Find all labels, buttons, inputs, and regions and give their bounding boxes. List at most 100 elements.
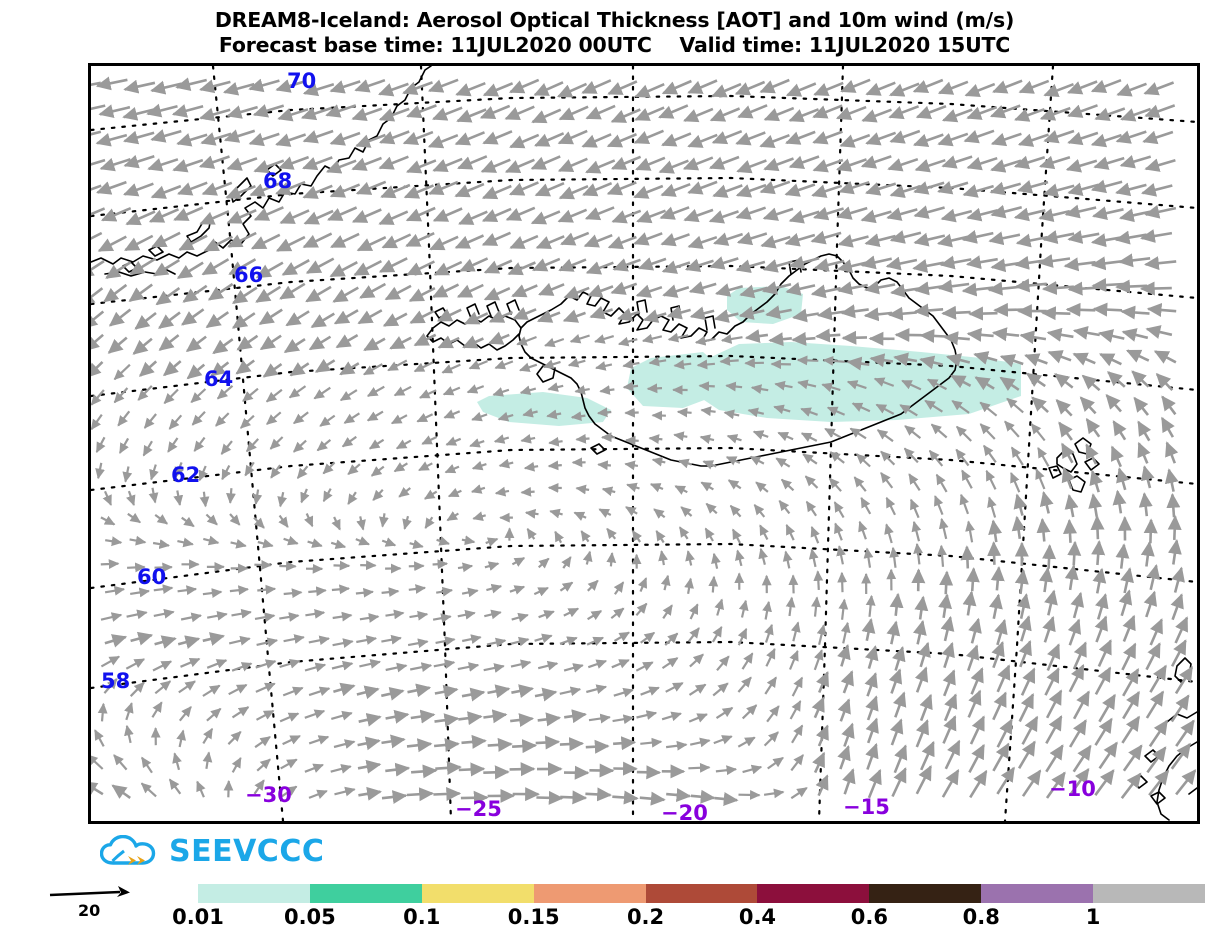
wind-arrow xyxy=(545,339,564,346)
wind-arrow xyxy=(483,715,506,718)
wind-arrow xyxy=(142,758,152,773)
wind-arrow xyxy=(281,760,297,769)
wind-arrow xyxy=(153,661,171,670)
wind-arrow xyxy=(766,625,772,643)
wind-arrow xyxy=(130,591,149,594)
gridline-lat-62 xyxy=(91,448,1197,490)
wind-arrow xyxy=(437,540,449,544)
wind-arrow xyxy=(1070,566,1074,590)
wind-arrow xyxy=(422,437,436,444)
wind-arrow xyxy=(613,211,641,222)
wind-arrow xyxy=(1135,398,1149,415)
wind-arrow xyxy=(737,208,766,218)
wind-arrow xyxy=(881,452,894,465)
wind-arrow xyxy=(101,564,119,565)
wind-arrow xyxy=(835,502,844,517)
wind-arrow xyxy=(446,467,459,473)
coastline-faroe-5 xyxy=(1085,458,1099,470)
wind-arrow xyxy=(522,438,536,441)
wind-arrow xyxy=(490,312,512,322)
wind-arrow xyxy=(733,530,740,544)
wind-arrow xyxy=(255,737,270,747)
wind-arrow xyxy=(411,770,436,772)
wind-arrow xyxy=(443,365,461,373)
gridline-lat-68 xyxy=(91,178,1197,216)
wind-arrow xyxy=(382,739,405,743)
wind-arrow xyxy=(420,390,436,398)
wind-arrow xyxy=(963,288,993,291)
aot-colorbar[interactable] xyxy=(198,884,1205,903)
colorbar-segment-1 xyxy=(310,884,422,903)
wind-arrow xyxy=(105,589,124,592)
aot-plume-tail xyxy=(627,352,719,408)
wind-scale-legend: 20 xyxy=(48,884,168,926)
wind-arrow xyxy=(638,211,666,222)
wind-arrow xyxy=(271,437,283,449)
wind-arrow xyxy=(814,106,843,117)
wind-arrow xyxy=(125,236,152,250)
wind-arrow xyxy=(943,110,972,121)
wind-arrow xyxy=(411,311,434,323)
wind-arrow xyxy=(373,490,383,500)
forecast-map[interactable]: 70 68 66 64 62 60 58 −30 −25 −20 −15 −10 xyxy=(88,63,1200,824)
gridline-lat-58 xyxy=(91,642,1197,688)
wind-arrow xyxy=(200,157,229,167)
wind-arrow xyxy=(990,235,1020,241)
wind-arrow xyxy=(1172,495,1174,518)
wind-arrow xyxy=(1049,546,1050,569)
wind-arrow xyxy=(662,234,690,244)
wind-arrow xyxy=(681,507,691,516)
wind-arrow xyxy=(125,184,154,195)
wind-arrow xyxy=(511,662,530,666)
coastline-greenland-isle-1 xyxy=(149,246,163,256)
wind-arrow xyxy=(309,688,329,695)
wind-arrow xyxy=(992,134,1021,144)
wind-arrow xyxy=(433,793,459,794)
title-line-1: DREAM8-Iceland: Aerosol Optical Thicknes… xyxy=(0,8,1229,33)
wind-arrow xyxy=(359,310,382,323)
wind-arrow xyxy=(307,259,334,273)
wind-vector-field xyxy=(91,80,1195,800)
wind-arrow xyxy=(586,746,608,747)
wind-arrow xyxy=(946,572,947,594)
wind-arrow xyxy=(267,412,281,424)
coastline-iceland-westfjords xyxy=(427,316,521,350)
wind-arrow xyxy=(1069,288,1099,290)
wind-arrow xyxy=(154,260,179,275)
wind-arrow xyxy=(596,364,612,368)
wind-arrow xyxy=(1094,309,1122,310)
wind-arrow xyxy=(766,602,769,620)
wind-arrow xyxy=(357,689,378,695)
wind-arrow xyxy=(862,212,891,221)
wind-arrow xyxy=(589,286,613,295)
wind-arrow xyxy=(1074,692,1089,719)
lon-label-15: −15 xyxy=(843,795,890,819)
wind-arrow xyxy=(701,482,713,489)
wind-arrow xyxy=(585,235,612,246)
wind-arrow xyxy=(290,386,306,397)
wind-arrow xyxy=(228,732,240,744)
wind-arrow xyxy=(1041,157,1070,166)
wind-arrow xyxy=(1074,331,1099,335)
wind-arrow xyxy=(1095,770,1113,795)
wind-arrow xyxy=(256,661,276,667)
wind-arrow xyxy=(203,183,232,194)
wind-arrow xyxy=(867,549,870,568)
colorbar-tick-0: 0.01 xyxy=(172,905,224,929)
wind-arrow xyxy=(969,691,980,717)
wind-arrow xyxy=(284,539,298,544)
wind-arrow xyxy=(587,160,615,172)
wind-arrow xyxy=(1125,569,1130,593)
wind-arrow xyxy=(680,527,688,539)
wind-arrow xyxy=(993,693,1005,720)
wind-arrow xyxy=(716,769,736,771)
wind-arrow xyxy=(878,430,893,441)
wind-arrow xyxy=(560,107,588,119)
wind-arrow xyxy=(332,663,352,668)
wind-arrow xyxy=(257,589,275,591)
wind-arrow xyxy=(331,133,360,144)
wind-arrow xyxy=(1107,395,1121,411)
wind-arrow xyxy=(512,745,535,746)
wind-arrow xyxy=(792,726,802,743)
wind-arrow xyxy=(1147,329,1172,335)
